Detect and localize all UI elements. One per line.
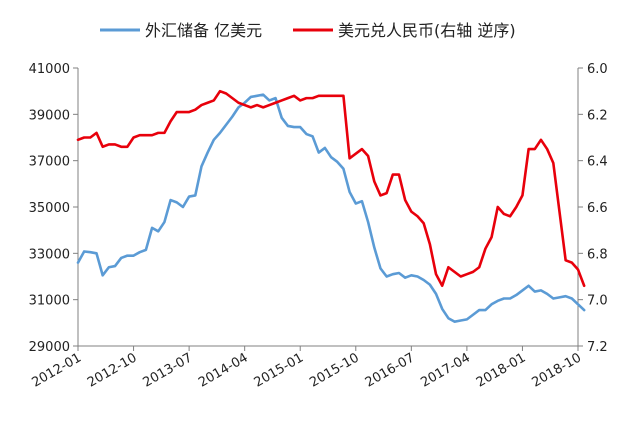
left-tick-label: 41000	[29, 62, 70, 77]
x-tick-label: 2014-04	[196, 350, 251, 390]
x-tick-label: 2018-01	[474, 350, 529, 390]
left-tick-label: 35000	[29, 201, 70, 216]
x-tick-label: 2012-01	[29, 350, 84, 390]
x-tick-label: 2012-10	[85, 350, 140, 390]
x-tick-label: 2017-04	[418, 350, 473, 390]
left-tick-label: 37000	[29, 155, 70, 170]
right-tick-label: 6.8	[587, 247, 608, 262]
x-axis: 2012-01 2012-10 2013-07 2014-04 2015-01 2015-…	[29, 345, 584, 391]
x-tick-label: 2013-07	[141, 350, 196, 390]
right-tick-label: 6.6	[587, 201, 608, 216]
left-y-axis: 29000 31000 33000 35000 37000 39000 41000	[29, 62, 79, 355]
legend-label-foreign-reserves: 外汇储备 亿美元	[145, 21, 262, 40]
x-tick-label: 2018-10	[529, 350, 584, 390]
series-layer	[76, 89, 586, 323]
right-y-axis: 6.0 6.2 6.4 6.6 6.8 7.0 7.2	[577, 62, 608, 355]
left-tick-label: 31000	[29, 294, 70, 309]
series-line-usd-cny	[76, 89, 586, 288]
x-tick-label: 2016-07	[363, 350, 418, 390]
right-tick-label: 6.4	[587, 155, 608, 170]
x-tick-label: 2015-10	[307, 350, 362, 390]
right-tick-label: 6.2	[587, 108, 608, 123]
left-tick-label: 33000	[29, 247, 70, 262]
right-tick-label: 7.2	[587, 340, 608, 355]
series-line-foreign-reserves	[76, 93, 586, 323]
legend: 外汇储备 亿美元 美元兑人民币(右轴 逆序)	[100, 21, 516, 40]
left-tick-label: 39000	[29, 108, 70, 123]
legend-label-usd-cny: 美元兑人民币(右轴 逆序)	[338, 21, 516, 40]
right-tick-label: 7.0	[587, 294, 608, 309]
right-tick-label: 6.0	[587, 62, 608, 77]
x-tick-label: 2015-01	[252, 350, 307, 390]
left-tick-label: 29000	[29, 340, 70, 355]
